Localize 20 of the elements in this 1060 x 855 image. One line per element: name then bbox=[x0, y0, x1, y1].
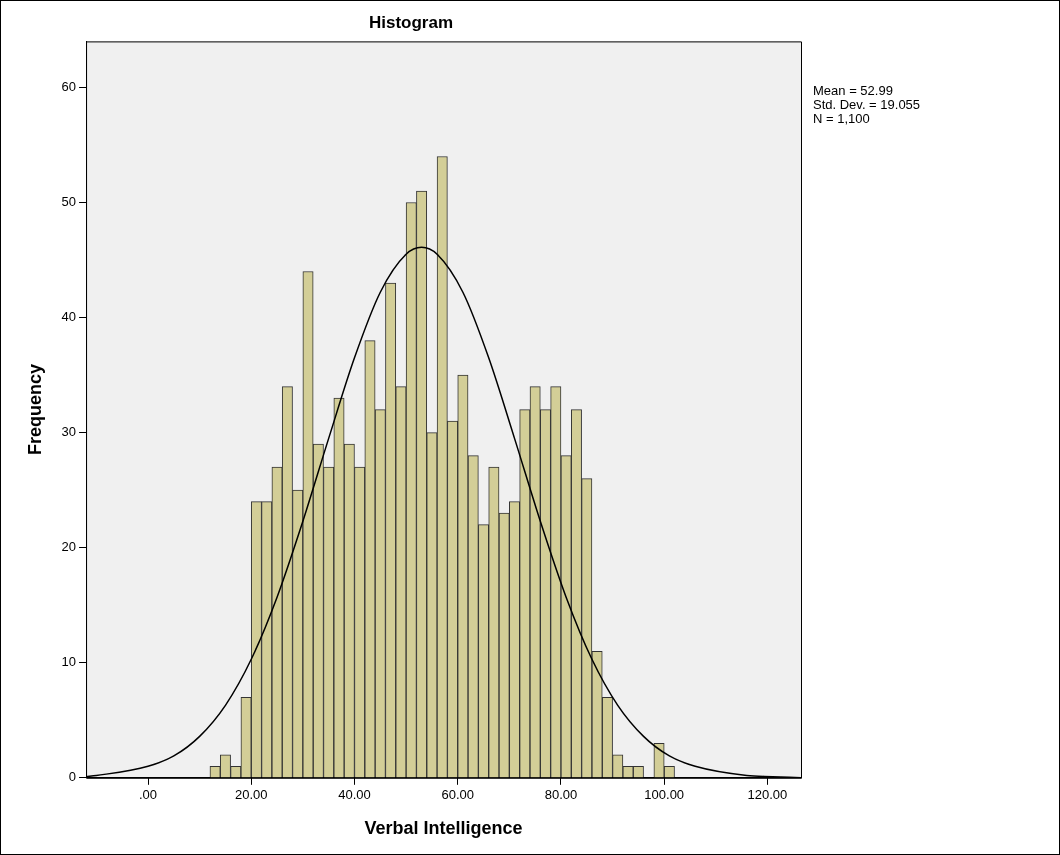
y-tick-label: 60 bbox=[61, 79, 77, 94]
y-tick-label: 40 bbox=[61, 309, 77, 325]
x-tick-label: 20.00 bbox=[234, 787, 268, 803]
y-tick-label: 10 bbox=[61, 654, 77, 670]
y-tick-label: 20 bbox=[61, 539, 77, 555]
x-tick-label: 80.00 bbox=[544, 787, 578, 803]
x-tick-label: 120.00 bbox=[747, 787, 788, 803]
text: Std. Dev. = 19.055 bbox=[813, 97, 921, 113]
y-tick-label: 50 bbox=[61, 194, 77, 210]
x-tick-label: 40.00 bbox=[338, 787, 371, 803]
y-axis-title: Frequency bbox=[24, 364, 45, 456]
y-tick-label: 30 bbox=[61, 424, 77, 440]
y-tick-label: 0 bbox=[68, 769, 77, 785]
chart-title: Histogram bbox=[368, 12, 454, 32]
x-axis-title: Verbal Intelligence bbox=[364, 818, 523, 839]
x-tick-label: 60.00 bbox=[441, 787, 474, 803]
x-tick-label: 100.00 bbox=[644, 787, 685, 803]
x-tick-label: .00 bbox=[138, 787, 158, 803]
text: Mean = 52.99 bbox=[813, 83, 893, 99]
text: N = 1,100 bbox=[813, 111, 870, 127]
